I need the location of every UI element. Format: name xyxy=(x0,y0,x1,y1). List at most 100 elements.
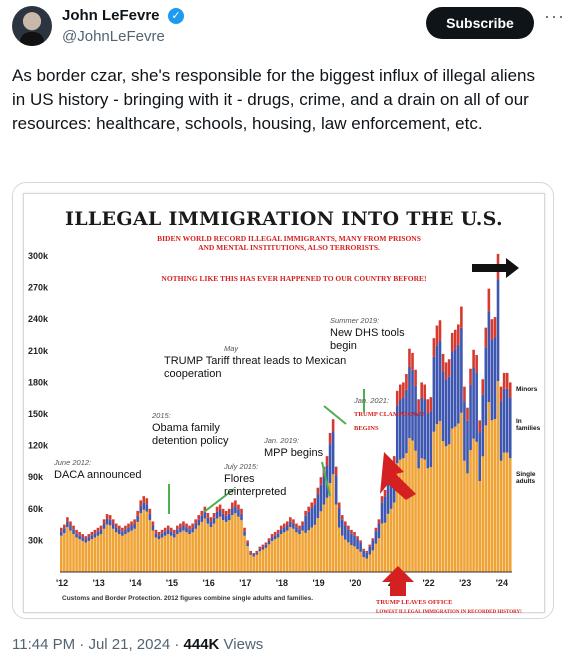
bar-minors xyxy=(118,525,121,530)
bar-single-adults xyxy=(191,532,194,572)
bar-single-adults xyxy=(154,537,158,572)
bar-in-families xyxy=(337,508,341,528)
bar-minors xyxy=(490,319,494,340)
bar-single-adults xyxy=(313,524,317,572)
bar-in-families xyxy=(279,529,283,534)
bar-in-families xyxy=(261,546,265,550)
bar-in-families xyxy=(420,397,423,459)
bar-minors xyxy=(310,502,314,509)
bar-in-families xyxy=(264,544,268,548)
bar-minors xyxy=(133,519,136,524)
bar-in-families xyxy=(258,548,262,552)
bar-in-families xyxy=(133,523,136,529)
bar-in-families xyxy=(118,529,121,534)
bar-single-adults xyxy=(209,527,213,572)
author-handle[interactable]: @JohnLeFevre xyxy=(62,28,165,45)
bar-minors xyxy=(429,397,433,412)
verified-badge-icon: ✓ xyxy=(168,8,184,24)
tweet-time[interactable]: 11:44 PM xyxy=(12,636,76,653)
bar-minors xyxy=(90,531,94,536)
bar-single-adults xyxy=(69,530,72,572)
avatar[interactable] xyxy=(12,6,52,46)
x-tick-label: '14 xyxy=(129,578,141,588)
bar-minors xyxy=(105,514,109,519)
bar-single-adults xyxy=(224,521,228,572)
more-options-icon[interactable]: ··· xyxy=(544,6,565,26)
side-label-families: In families xyxy=(516,418,541,432)
bar-minors xyxy=(270,534,274,538)
bar-minors xyxy=(218,504,222,510)
bar-single-adults xyxy=(307,530,310,572)
bar-minors xyxy=(81,534,84,538)
bar-in-families xyxy=(356,539,359,550)
bar-minors xyxy=(212,513,216,518)
bar-minors xyxy=(203,506,207,512)
tweet-date[interactable]: Jul 21, 2024 xyxy=(88,636,171,653)
bar-minors xyxy=(200,510,204,516)
bar-single-adults xyxy=(148,520,152,572)
bar-in-families xyxy=(166,529,170,534)
bar-in-families xyxy=(353,535,356,547)
bar-minors xyxy=(466,407,469,421)
bar-single-adults xyxy=(405,453,408,572)
bar-minors xyxy=(484,327,488,348)
bar-in-families xyxy=(505,388,509,453)
bar-in-families xyxy=(450,352,454,429)
bar-minors xyxy=(353,531,356,536)
bar-in-families xyxy=(111,523,115,529)
bar-single-adults xyxy=(93,537,97,572)
bar-single-adults xyxy=(447,444,451,572)
x-tick-label: '15 xyxy=(166,578,178,588)
bar-single-adults xyxy=(496,381,500,572)
leaves-office-label: TRUMP LEAVES OFFICE LOWEST ILLEGAL IMMIGR… xyxy=(376,599,522,615)
bar-minors xyxy=(267,538,271,541)
bar-minors xyxy=(154,529,158,534)
bar-minors xyxy=(331,419,335,432)
bar-minors xyxy=(215,506,219,512)
bar-single-adults xyxy=(484,425,488,572)
bar-single-adults xyxy=(490,420,494,572)
y-tick-label: 180k xyxy=(28,377,49,387)
bar-minors xyxy=(206,513,210,518)
bar-minors xyxy=(408,348,411,367)
bar-in-families xyxy=(69,525,72,531)
bar-single-adults xyxy=(234,513,237,572)
bar-single-adults xyxy=(505,452,509,572)
bar-minors xyxy=(444,362,448,380)
bar-in-families xyxy=(237,509,240,517)
bar-in-families xyxy=(273,535,277,540)
bar-single-adults xyxy=(292,528,295,572)
bar-in-families xyxy=(84,539,88,543)
bar-minors xyxy=(66,517,69,522)
bar-in-families xyxy=(286,525,289,531)
bar-minors xyxy=(252,553,256,555)
bar-in-families xyxy=(90,535,94,540)
bar-in-families xyxy=(441,371,445,442)
tweet-text: As border czar, she's responsible for th… xyxy=(12,66,535,133)
bar-single-adults xyxy=(212,523,216,572)
bar-single-adults xyxy=(118,534,121,572)
annotation-arrows xyxy=(168,389,365,514)
subscribe-button[interactable]: Subscribe xyxy=(426,7,534,39)
bar-in-families xyxy=(298,529,301,534)
bar-single-adults xyxy=(264,547,268,572)
bar-single-adults xyxy=(84,542,88,572)
tweet-media-image[interactable]: ILLEGAL IMMIGRATION INTO THE U.S. BIDEN … xyxy=(12,182,554,619)
bar-single-adults xyxy=(368,554,372,572)
bar-single-adults xyxy=(227,520,231,572)
bar-single-adults xyxy=(197,525,201,572)
bar-single-adults xyxy=(246,546,249,572)
bar-in-families xyxy=(72,529,75,534)
bar-in-families xyxy=(121,531,124,536)
bar-in-families xyxy=(371,540,375,551)
author-name[interactable]: John LeFevre xyxy=(62,7,160,24)
y-tick-label: 270k xyxy=(28,283,49,293)
bar-single-adults xyxy=(130,530,133,572)
bar-in-families xyxy=(252,554,256,557)
bar-single-adults xyxy=(231,514,234,572)
bar-minors xyxy=(273,531,277,536)
bar-minors xyxy=(383,489,387,497)
bar-in-families xyxy=(469,384,472,451)
bar-in-families xyxy=(496,279,500,382)
bar-single-adults xyxy=(78,539,81,572)
